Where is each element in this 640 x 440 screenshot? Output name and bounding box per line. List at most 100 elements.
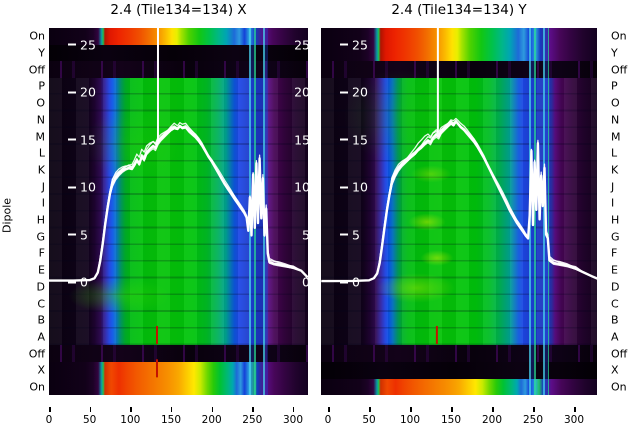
value-tick-label-left-25: 25: [68, 37, 96, 52]
value-tick-dash: [68, 91, 76, 93]
x-axis-tick-label-150: 150: [160, 414, 182, 426]
x-axis-tick: [574, 407, 576, 412]
x-axis-tick-label-150: 150: [440, 414, 462, 426]
row-label-right-j-9: J: [611, 180, 615, 194]
row-label-left-x-20: X: [37, 363, 45, 377]
row-label-left-b-17: B: [37, 313, 45, 327]
x-axis-tick-label-300: 300: [282, 414, 304, 426]
x-axis-tick: [49, 407, 51, 412]
x-axis-tick: [292, 407, 295, 412]
x-axis-tick: [328, 407, 330, 412]
value-tick-label-left-20: 20: [340, 85, 368, 100]
spectrum-curve-x: [49, 28, 308, 378]
dipole-trace: [321, 119, 597, 282]
x-axis-tick-label-200: 200: [201, 414, 222, 426]
row-label-right-off-2: Off: [611, 63, 628, 77]
value-tick-dash: [340, 91, 348, 93]
heat-band-green: [321, 78, 597, 346]
row-label-right-g-12: G: [611, 230, 620, 244]
row-label-left-n-5: N: [36, 113, 45, 127]
x-axis-tick-label-50: 50: [362, 414, 376, 426]
x-axis-tick: [492, 407, 494, 412]
heat-band-dark: [49, 61, 308, 79]
value-tick-label-right-5: 5: [302, 227, 308, 242]
row-label-right-on-0: On: [611, 29, 627, 43]
row-label-left-on-21: On: [29, 380, 45, 394]
row-label-left-g-12: G: [36, 230, 45, 244]
x-axis-tick-label-100: 100: [399, 414, 421, 426]
row-label-left-o-4: O: [36, 96, 45, 110]
heat-band-black: [49, 44, 308, 62]
rfi-stripes: [527, 28, 549, 395]
value-tick-dash: [68, 281, 76, 283]
row-label-right-l-7: L: [611, 146, 618, 160]
value-tick-label-right-0: 0: [302, 274, 308, 290]
x-axis-tick: [451, 407, 453, 412]
value-tick-label-left-10: 10: [68, 180, 96, 195]
x-axis-tick: [170, 407, 173, 412]
heat-bright-patch: [405, 163, 457, 185]
value-tick-dash: [68, 138, 76, 141]
x-axis-tick: [533, 407, 535, 412]
row-label-right-k-8: K: [611, 163, 619, 177]
row-label-left-i-10: I: [41, 196, 45, 210]
row-label-left-k-8: K: [37, 163, 45, 177]
row-label-left-j-9: J: [41, 180, 45, 194]
value-tick-dash: [68, 186, 76, 188]
row-label-left-on-0: On: [29, 29, 45, 43]
dipole-trace: [321, 120, 597, 283]
value-tick-label-left-25: 25: [340, 37, 368, 52]
x-axis-tick-label-0: 0: [324, 414, 332, 426]
value-tick-label-left-20: 20: [68, 85, 96, 100]
row-label-right-i-10: I: [611, 196, 615, 210]
value-tick-label-left-15: 15: [68, 132, 96, 147]
x-axis-tick-label-300: 300: [563, 414, 585, 426]
row-label-right-o-4: O: [611, 96, 620, 110]
row-label-left-y-1: Y: [38, 46, 45, 60]
heat-band-hot: [321, 28, 597, 62]
value-tick-dash: [340, 43, 348, 46]
row-label-left-m-6: M: [35, 130, 46, 144]
row-label-left-d-15: D: [36, 280, 45, 294]
left-panel-title: 2.4 (Tile134=134) X: [110, 2, 247, 18]
value-tick-label-left-5: 5: [68, 227, 88, 242]
dipole-trace: [49, 124, 308, 282]
right-panel-title: 2.4 (Tile134=134) Y: [391, 2, 527, 18]
row-label-right-f-13: F: [611, 246, 618, 260]
heat-band-dark: [49, 345, 308, 362]
value-tick-dash: [68, 233, 76, 236]
value-tick-label-left-5: 5: [340, 227, 360, 242]
dipole-trace: [321, 121, 597, 282]
x-axis-tick-label-250: 250: [242, 414, 263, 426]
x-axis-tick-label-50: 50: [82, 414, 97, 426]
x-axis-tick-label-200: 200: [481, 414, 503, 426]
heat-bright-patch: [403, 211, 451, 233]
row-label-right-c-16: C: [611, 297, 619, 311]
row-label-left-c-16: C: [37, 297, 45, 311]
x-axis-tick: [252, 407, 254, 412]
heat-bright-patch: [366, 269, 466, 307]
row-label-right-x-20: X: [611, 363, 619, 377]
row-label-right-b-17: B: [611, 313, 619, 327]
spectrum-curve-y: [321, 28, 597, 344]
row-label-right-m-6: M: [611, 130, 621, 144]
row-label-right-off-19: Off: [611, 347, 628, 361]
value-tick-label-right-25: 25: [294, 37, 308, 52]
x-axis-tick-label-0: 0: [45, 414, 53, 426]
x-axis-tick: [130, 407, 132, 412]
row-label-left-l-7: L: [38, 146, 45, 160]
row-label-right-d-15: D: [611, 280, 620, 294]
heat-bright-patch: [326, 56, 472, 176]
row-label-right-a-18: A: [611, 330, 619, 344]
value-tick-label-left-10: 10: [340, 180, 368, 195]
row-label-left-e-14: E: [38, 263, 45, 277]
x-axis-tick: [410, 407, 412, 412]
x-axis-tick: [369, 407, 371, 412]
heat-bright-patch: [71, 95, 197, 191]
value-tick-label-left-0: 0: [68, 275, 88, 290]
row-label-left-h-11: H: [36, 213, 45, 227]
row-label-right-p-3: P: [611, 79, 618, 93]
x-axis-tick-label-100: 100: [120, 414, 141, 426]
row-label-left-a-18: A: [37, 330, 45, 344]
row-label-left-p-3: P: [38, 79, 45, 93]
